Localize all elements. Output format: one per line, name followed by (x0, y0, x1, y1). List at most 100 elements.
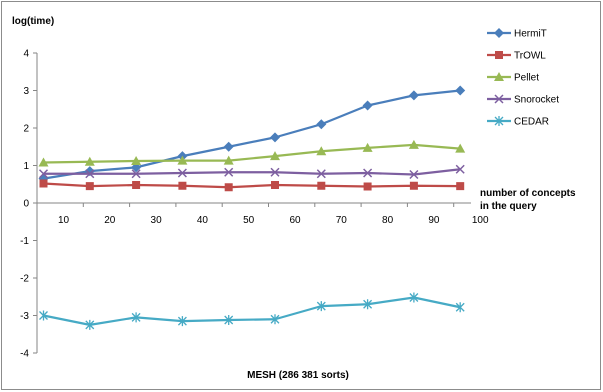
data-point (455, 85, 466, 96)
y-tick-label: -1 (20, 236, 29, 247)
y-axis-label: log(time) (12, 16, 54, 27)
data-point (271, 181, 279, 189)
data-point (495, 51, 503, 59)
data-point (455, 164, 465, 174)
data-point (270, 132, 280, 143)
x-tick-label: 60 (289, 215, 301, 226)
data-point (85, 182, 94, 191)
x-tick-label: 20 (104, 215, 116, 226)
data-point (270, 167, 280, 177)
data-point (38, 169, 49, 179)
data-point (408, 90, 419, 101)
y-tick-label: -4 (20, 349, 29, 360)
data-point (363, 168, 373, 178)
series-line (43, 182, 461, 189)
x-tick-label: 90 (428, 215, 440, 226)
legend-entry-pellet: Pellet (487, 72, 539, 84)
series-line (43, 168, 461, 176)
legend-entry-snorocket: Snorocket (487, 94, 559, 106)
legend-entry-trowl: TrOWL (487, 51, 546, 62)
legend-label: TrOWL (514, 51, 546, 62)
legend-label: Pellet (514, 73, 539, 84)
x-tick-label: 10 (58, 215, 70, 226)
series-line (43, 89, 461, 180)
data-point (38, 157, 49, 167)
data-point (84, 156, 95, 166)
data-point (316, 301, 326, 312)
series-line (43, 143, 461, 164)
data-point (494, 28, 504, 38)
data-point (39, 310, 48, 321)
legend: HermiT TrOWL Pellet Snorocket CEDAR (487, 28, 559, 128)
y-tick-label: -3 (20, 311, 29, 322)
data-point (223, 141, 234, 152)
data-point (223, 155, 234, 165)
series-hermit (38, 85, 466, 184)
data-point (408, 139, 419, 149)
legend-label: CEDAR (514, 117, 549, 128)
data-point (316, 146, 327, 156)
data-point (270, 151, 280, 161)
data-point (177, 316, 187, 327)
data-point (494, 116, 504, 126)
y-tick-label: 0 (23, 199, 29, 210)
series-line (43, 296, 461, 326)
data-point (85, 169, 95, 179)
data-point (224, 315, 234, 325)
data-point (362, 100, 373, 111)
data-point (177, 155, 188, 165)
data-point (39, 179, 48, 188)
series-trowl (39, 179, 465, 192)
y-tick-label: 3 (23, 86, 29, 97)
x-tick-label: 100 (472, 215, 489, 226)
y-tick-label: 4 (23, 49, 29, 60)
legend-label: HermiT (514, 29, 547, 40)
y-tick-label: -2 (20, 274, 29, 285)
data-point (455, 143, 466, 153)
x-axis-label: number of concepts in the query (480, 188, 576, 212)
x-tick-label: 50 (243, 215, 255, 226)
data-point (131, 312, 141, 323)
series-snorocket (38, 164, 465, 180)
series-cedar (39, 292, 465, 330)
legend-label: Snorocket (514, 95, 559, 106)
y-axis: 4 3 2 1 0 -1 -2 -3 -4 (20, 49, 38, 360)
y-tick-label: 1 (23, 161, 29, 172)
data-point (131, 156, 142, 165)
data-point (363, 299, 373, 310)
series-pellet (38, 139, 466, 167)
data-point (494, 72, 504, 81)
x-axis-label-line: number of concepts (480, 188, 576, 199)
data-point (177, 168, 187, 178)
data-point (132, 181, 141, 189)
x-axis: 10 20 30 40 50 60 70 80 90 100 (36, 202, 501, 226)
data-point (131, 169, 141, 179)
x-tick-label: 70 (336, 215, 348, 226)
data-point (178, 181, 187, 190)
data-point (317, 181, 326, 190)
data-point (363, 182, 372, 191)
data-point (224, 167, 234, 177)
series-layer (38, 85, 466, 330)
legend-entry-hermit: HermiT (487, 28, 547, 40)
x-tick-label: 80 (382, 215, 394, 226)
data-point (224, 183, 233, 192)
data-point (455, 302, 465, 313)
data-point (316, 119, 327, 130)
data-point (85, 319, 95, 330)
y-tick-label: 2 (23, 124, 29, 135)
x-axis-label-line: in the query (480, 201, 537, 212)
x-tick-label: 30 (151, 215, 163, 226)
legend-entry-cedar: CEDAR (487, 116, 549, 128)
data-point (316, 169, 326, 179)
data-point (494, 94, 504, 104)
data-point (270, 314, 280, 325)
data-point (409, 292, 419, 303)
data-point (362, 142, 373, 152)
chart-caption: MESH (286 381 sorts) (247, 370, 349, 381)
x-tick-label: 40 (197, 215, 209, 226)
data-point (409, 169, 419, 180)
data-point (409, 181, 418, 190)
